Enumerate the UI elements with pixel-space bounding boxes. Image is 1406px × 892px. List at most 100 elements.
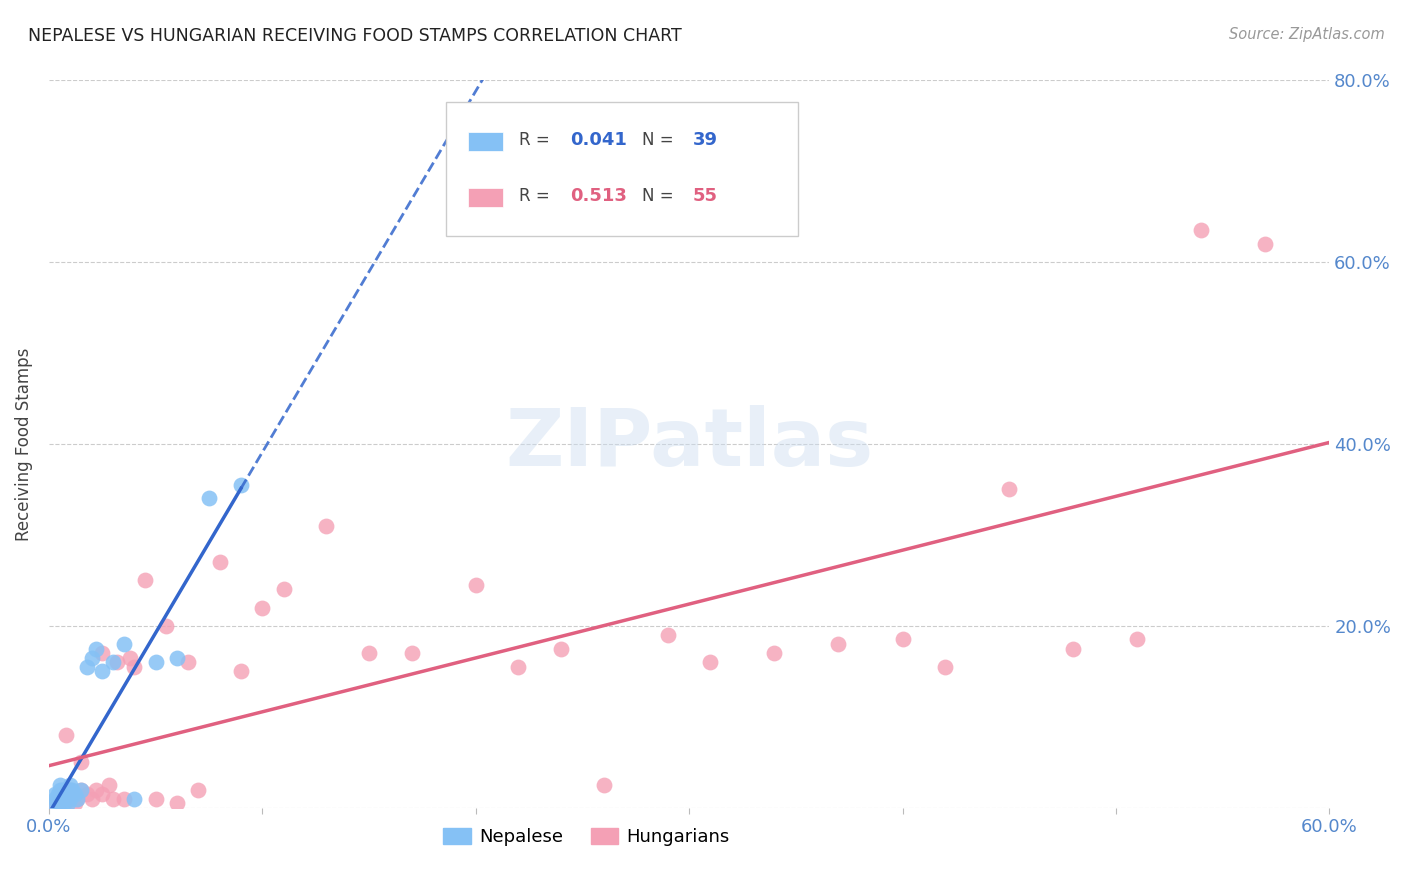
Point [145,791,167,805]
Point [84,641,107,656]
Point [55,791,77,805]
Point [56,796,79,810]
Point [48,778,70,792]
Point [66,791,89,805]
Point [59,782,82,797]
Point [1062,641,1084,656]
Point [51,791,73,805]
Point [48,796,70,810]
Point [44,791,66,805]
Point [59,791,82,805]
Point [827,637,849,651]
Point [51,782,73,797]
Point [464,578,486,592]
Point [273,582,295,597]
Point [1189,223,1212,237]
Point [112,637,135,651]
Point [56,791,79,805]
Point [48,782,70,797]
Point [52,782,75,797]
Text: 39: 39 [693,131,718,149]
Point [124,791,146,805]
Point [105,655,128,669]
Point [176,655,198,669]
Point [51,796,73,810]
Point [508,659,530,673]
Point [229,665,252,679]
Legend: Nepalese, Hungarians: Nepalese, Hungarians [436,821,737,854]
Point [52,787,75,801]
Point [48,796,70,810]
Point [208,555,231,569]
Point [56,787,79,801]
Point [44,787,66,801]
Point [145,655,167,669]
Point [48,787,70,801]
Point [70,756,93,770]
Point [80,791,103,805]
Text: ZIPatlas: ZIPatlas [505,405,873,483]
Text: 55: 55 [693,187,718,205]
Point [80,650,103,665]
Point [46,796,69,810]
Point [51,791,73,805]
Point [63,796,86,810]
Point [55,787,77,801]
Text: R =: R = [519,187,555,205]
Point [891,632,914,647]
Text: Source: ZipAtlas.com: Source: ZipAtlas.com [1229,27,1385,42]
Point [112,791,135,805]
Point [55,782,77,797]
Point [62,787,84,801]
Point [315,518,337,533]
FancyBboxPatch shape [446,102,799,236]
Point [134,574,156,588]
Point [1254,236,1277,251]
Point [70,782,93,797]
Point [101,791,124,805]
Point [401,646,423,660]
Point [66,791,89,805]
Point [42,796,65,810]
Point [699,655,721,669]
Point [59,782,82,797]
FancyBboxPatch shape [468,188,503,207]
Point [52,796,75,810]
Point [62,782,84,797]
Point [48,791,70,805]
Point [187,782,209,797]
Point [46,791,69,805]
Point [763,646,786,660]
Y-axis label: Receiving Food Stamps: Receiving Food Stamps [15,347,32,541]
Point [198,491,221,506]
Point [76,659,98,673]
Point [120,650,142,665]
Point [1126,632,1149,647]
Point [166,796,188,810]
Point [59,778,82,792]
Point [59,791,82,805]
Point [97,778,120,792]
Point [252,600,274,615]
Point [101,655,124,669]
Point [52,791,75,805]
FancyBboxPatch shape [468,132,503,151]
Text: NEPALESE VS HUNGARIAN RECEIVING FOOD STAMPS CORRELATION CHART: NEPALESE VS HUNGARIAN RECEIVING FOOD STA… [28,27,682,45]
Text: N =: N = [641,187,679,205]
Point [657,628,679,642]
Point [76,787,98,801]
Point [63,787,86,801]
Point [48,787,70,801]
Text: 0.513: 0.513 [569,187,627,205]
Point [357,646,380,660]
Text: R =: R = [519,131,555,149]
Point [934,659,956,673]
Point [229,478,252,492]
Point [998,483,1021,497]
Point [46,787,69,801]
Point [44,796,66,810]
Point [592,778,614,792]
Point [91,787,114,801]
Text: 0.041: 0.041 [569,131,627,149]
Point [550,641,572,656]
